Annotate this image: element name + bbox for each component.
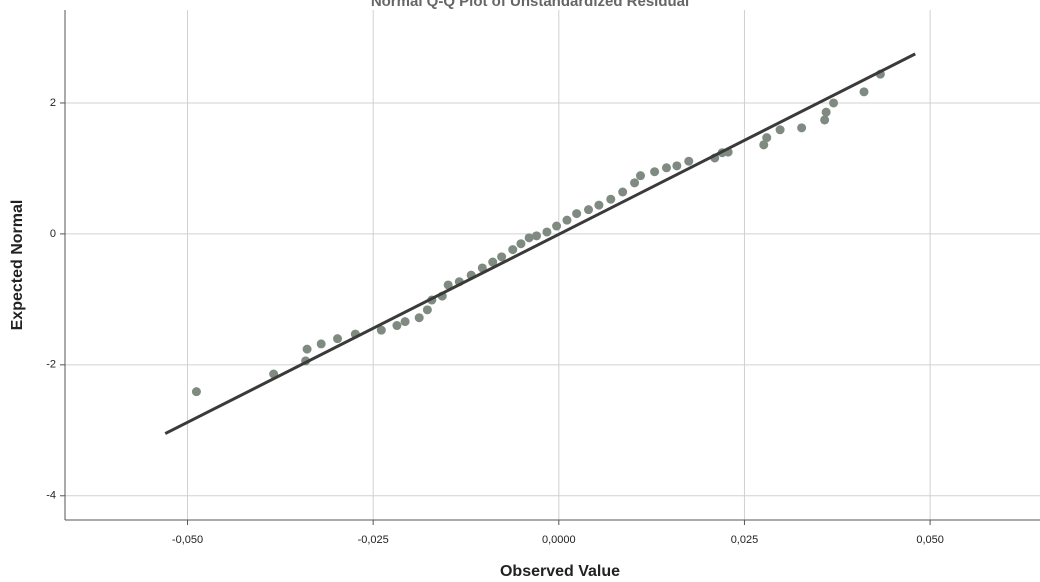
x-tick-label: -0,025 (358, 534, 389, 546)
point (562, 216, 571, 225)
x-tick-label: -0,050 (172, 534, 203, 546)
x-tick-label: 0,0000 (542, 534, 576, 546)
point (497, 252, 506, 261)
point (594, 201, 603, 210)
point (572, 209, 581, 218)
chart-title: Normal Q-Q Plot of Unstandardized Residu… (371, 0, 689, 10)
y-axis-title: Expected Normal (9, 200, 26, 331)
point (684, 157, 693, 166)
x-tick-label: 0,025 (731, 534, 759, 546)
point (820, 115, 829, 124)
x-axis-title: Observed Value (500, 563, 620, 580)
y-tick-label: 2 (50, 97, 56, 109)
point (415, 313, 424, 322)
point (192, 387, 201, 396)
point (822, 108, 831, 117)
point (797, 123, 806, 132)
point (401, 317, 410, 326)
x-tick-label: 0,050 (916, 534, 944, 546)
point (542, 227, 551, 236)
point (423, 305, 432, 314)
point (532, 231, 541, 240)
point (552, 222, 561, 231)
point (630, 178, 639, 187)
point (762, 133, 771, 142)
point (860, 87, 869, 96)
y-tick-label: -2 (46, 359, 56, 371)
point (392, 321, 401, 330)
y-tick-label: -4 (46, 490, 56, 502)
reference-line (165, 54, 915, 434)
chart: Normal Q-Q Plot of Unstandardized Residu… (0, 0, 1040, 582)
point (606, 195, 615, 204)
point (776, 125, 785, 134)
point (317, 339, 326, 348)
point (333, 334, 342, 343)
point (636, 171, 645, 180)
y-tick-label: 0 (50, 228, 56, 240)
point (516, 239, 525, 248)
point (672, 161, 681, 170)
point (829, 98, 838, 107)
point (618, 188, 627, 197)
point (650, 167, 659, 176)
point (508, 245, 517, 254)
point (584, 205, 593, 214)
point (303, 345, 312, 354)
point (662, 163, 671, 172)
